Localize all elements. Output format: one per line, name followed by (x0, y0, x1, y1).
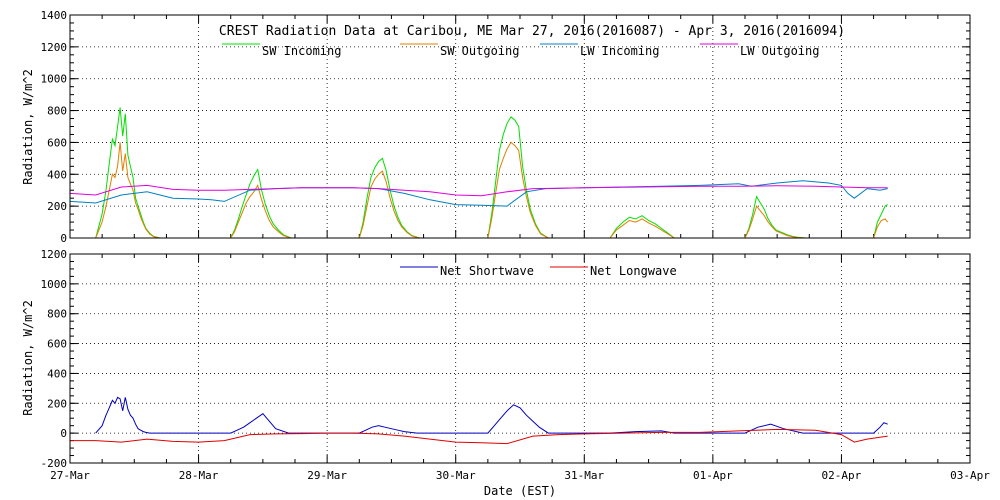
top-series-sw-outgoing (95, 141, 889, 239)
bottom-series-net-longwave (70, 428, 888, 445)
chart-title: CREST Radiation Data at Caribou, ME Mar … (219, 24, 845, 39)
top-y-axis-title: Radiation, W/m^2 (21, 69, 35, 185)
x-tick-label: 01-Apr (693, 469, 733, 482)
top-y-tick-label: 1000 (41, 73, 68, 86)
bottom-y-axis-title: Radiation, W/m^2 (21, 300, 35, 416)
top-y-tick-label: 400 (47, 168, 67, 181)
legend-label-net-shortwave: Net Shortwave (440, 264, 534, 278)
bottom-series-group (70, 396, 888, 445)
top-series-group (69, 107, 889, 239)
bottom-series-net-shortwave (95, 396, 888, 434)
x-tick-label: 31-Mar (564, 469, 604, 482)
x-tick-label: 29-Mar (307, 469, 347, 482)
bottom-y-tick-label: 1200 (41, 248, 68, 261)
top-legend: SW Incoming SW Outgoing LW Incoming LW O… (222, 43, 819, 58)
bottom-y-tick-label: 1000 (41, 278, 68, 291)
top-series-sw-incoming (95, 107, 888, 239)
x-tick-label: 28-Mar (179, 469, 219, 482)
bottom-grid (70, 254, 970, 463)
x-axis-title: Date (EST) (484, 484, 556, 498)
bottom-y-tick-label: -200 (41, 457, 68, 470)
legend-label-lw-outgoing: LW Outgoing (740, 44, 819, 58)
bottom-plot-frame (69, 253, 971, 464)
top-ticks: 0 200 400 600 800 1000 1200 1400 (41, 9, 971, 245)
bottom-legend: Net Shortwave Net Longwave (400, 264, 677, 278)
bottom-y-tick-label: 400 (47, 367, 67, 380)
legend-label-net-longwave: Net Longwave (590, 264, 677, 278)
top-plot-frame (69, 14, 971, 239)
legend-label-lw-incoming: LW Incoming (580, 44, 659, 58)
bottom-y-tick-label: 0 (60, 427, 67, 440)
top-y-tick-label: 0 (60, 232, 67, 245)
bottom-panel: -200 0 200 400 600 800 1000 1200 Net Shortwave … (21, 248, 990, 498)
top-y-tick-label: 200 (47, 200, 67, 213)
top-panel: 0 200 400 600 800 1000 1200 1400 CREST Radiatio… (21, 9, 971, 245)
top-y-tick-label: 800 (47, 105, 67, 118)
top-series-lw-outgoing (69, 184, 888, 197)
legend-label-sw-incoming: SW Incoming (262, 44, 341, 58)
x-tick-label: 02-Apr (822, 469, 862, 482)
bottom-y-tick-label: 800 (47, 308, 67, 321)
x-tick-label: 27-Mar (50, 469, 90, 482)
top-y-tick-label: 1400 (41, 9, 68, 22)
top-series-lw-incoming (69, 180, 888, 207)
top-y-tick-label: 600 (47, 136, 67, 149)
x-tick-label: 03-Apr (950, 469, 990, 482)
x-tick-labels: 27-Mar 28-Mar 29-Mar 30-Mar 31-Mar 01-Apr 02-A… (50, 469, 990, 482)
legend-label-sw-outgoing: SW Outgoing (440, 44, 519, 58)
x-tick-label: 30-Mar (436, 469, 476, 482)
bottom-y-tick-label: 600 (47, 338, 67, 351)
top-y-tick-label: 1200 (41, 41, 68, 54)
bottom-y-tick-label: 200 (47, 397, 67, 410)
